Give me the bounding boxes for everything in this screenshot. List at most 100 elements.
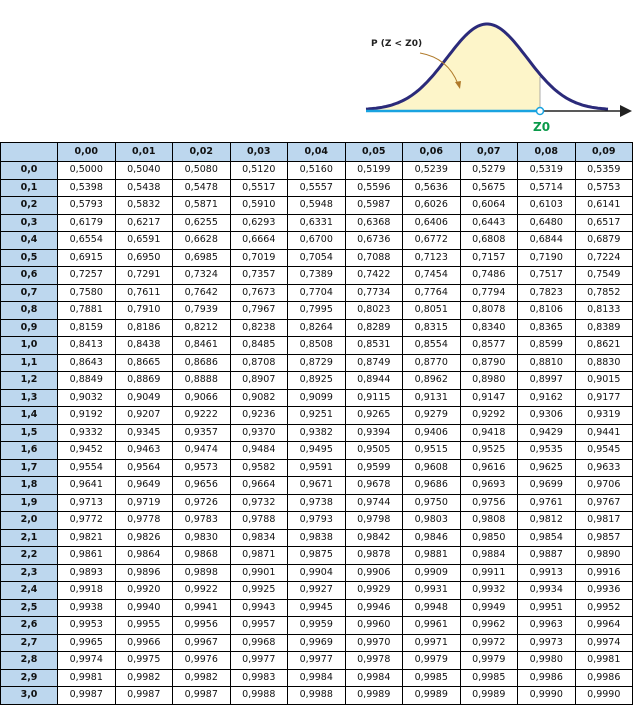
table-cell: 0,9699 bbox=[517, 476, 576, 495]
table-cell: 0,9972 bbox=[459, 633, 518, 652]
table-cell: 0,8925 bbox=[287, 371, 346, 390]
table-cell: 0,9927 bbox=[287, 581, 346, 600]
table-cell: 0,6736 bbox=[344, 231, 403, 250]
table-cell: 0,9761 bbox=[517, 493, 576, 512]
table-row: 0,1 0,5398 0,5438 0,5478 0,5517 0,5557 0,5596 0… bbox=[0, 178, 633, 197]
table-cell: 0,6591 bbox=[114, 231, 173, 250]
table-cell: 0,8849 bbox=[57, 371, 116, 390]
table-cell: 0,9981 bbox=[57, 668, 116, 687]
table-cell: 0,5596 bbox=[344, 178, 403, 197]
table-cell: 0,6103 bbox=[517, 196, 576, 215]
table-cell: 0,9406 bbox=[402, 423, 461, 442]
table-row: 2,8 0,9974 0,9975 0,9976 0,9977 0,9977 0,9978 0… bbox=[0, 651, 633, 670]
table-row: 0,6 0,7257 0,7291 0,7324 0,7357 0,7389 0,7422 0… bbox=[0, 266, 633, 285]
table-cell: 0,8340 bbox=[459, 318, 518, 337]
table-cell: 0,7324 bbox=[172, 266, 231, 285]
table-cell: 0,6628 bbox=[172, 231, 231, 250]
probability-label: P (Z < Z0) bbox=[371, 39, 422, 49]
table-cell: 0,9767 bbox=[574, 493, 633, 512]
row-header: 2,1 bbox=[0, 528, 58, 547]
table-row: 0,0 0,5000 0,5040 0,5080 0,5120 0,5160 0,5199 0… bbox=[0, 161, 633, 180]
table-cell: 0,9982 bbox=[172, 668, 231, 687]
table-cell: 0,7291 bbox=[114, 266, 173, 285]
table-cell: 0,8238 bbox=[229, 318, 288, 337]
table-row: 1,9 0,9713 0,9719 0,9726 0,9732 0,9738 0,9744 0… bbox=[0, 493, 633, 512]
table-cell: 0,7642 bbox=[172, 283, 231, 302]
table-cell: 0,9913 bbox=[517, 563, 576, 582]
table-cell: 0,9878 bbox=[344, 546, 403, 565]
table-cell: 0,8621 bbox=[574, 336, 633, 355]
column-header: 0,03 bbox=[229, 142, 288, 162]
table-cell: 0,9505 bbox=[344, 441, 403, 460]
table-cell: 0,9803 bbox=[402, 511, 461, 530]
table-cell: 0,9783 bbox=[172, 511, 231, 530]
table-cell: 0,9985 bbox=[459, 668, 518, 687]
table-row: 0,9 0,8159 0,8186 0,8212 0,8238 0,8264 0,8289 0… bbox=[0, 318, 633, 337]
table-cell: 0,9940 bbox=[114, 598, 173, 617]
x-axis-arrow-icon bbox=[620, 105, 632, 117]
column-header-row: 0,00 0,01 0,02 0,03 0,04 0,05 0,06 0,07 0,08 0,09 bbox=[0, 142, 633, 162]
table-cell: 0,9279 bbox=[402, 406, 461, 425]
table-cell: 0,5359 bbox=[574, 161, 633, 180]
table-cell: 0,6443 bbox=[459, 213, 518, 232]
table-cell: 0,9582 bbox=[229, 458, 288, 477]
table-cell: 0,8770 bbox=[402, 353, 461, 372]
table-cell: 0,6217 bbox=[114, 213, 173, 232]
table-cell: 0,9474 bbox=[172, 441, 231, 460]
table-cell: 0,5987 bbox=[344, 196, 403, 215]
table-cell: 0,8643 bbox=[57, 353, 116, 372]
table-cell: 0,9713 bbox=[57, 493, 116, 512]
table-cell: 0,9977 bbox=[287, 651, 346, 670]
table-cell: 0,8289 bbox=[344, 318, 403, 337]
table-cell: 0,9649 bbox=[114, 476, 173, 495]
table-cell: 0,9987 bbox=[172, 686, 231, 705]
column-header: 0,08 bbox=[517, 142, 576, 162]
table-cell: 0,7357 bbox=[229, 266, 288, 285]
table-cell: 0,7734 bbox=[344, 283, 403, 302]
table-cell: 0,9429 bbox=[517, 423, 576, 442]
normal-curve-figure: P (Z < Z0) Z0 bbox=[365, 22, 632, 134]
column-header: 0,09 bbox=[574, 142, 633, 162]
standard-normal-table: 0,00 0,01 0,02 0,03 0,04 0,05 0,06 0,07 0,08 0,09… bbox=[0, 142, 633, 705]
table-cell: 0,9850 bbox=[459, 528, 518, 547]
table-cell: 0,5398 bbox=[57, 178, 116, 197]
table-cell: 0,9977 bbox=[229, 651, 288, 670]
table-cell: 0,9641 bbox=[57, 476, 116, 495]
table-cell: 0,8212 bbox=[172, 318, 231, 337]
table-cell: 0,9857 bbox=[574, 528, 633, 547]
table-cell: 0,9838 bbox=[287, 528, 346, 547]
table-cell: 0,9962 bbox=[459, 616, 518, 635]
table-cell: 0,6141 bbox=[574, 196, 633, 215]
row-header: 1,1 bbox=[0, 353, 58, 372]
table-cell: 0,9861 bbox=[57, 546, 116, 565]
table-cell: 0,8051 bbox=[402, 301, 461, 320]
pointer-arrow-icon bbox=[419, 52, 459, 85]
table-cell: 0,9896 bbox=[114, 563, 173, 582]
table-cell: 0,9591 bbox=[287, 458, 346, 477]
table-cell: 0,7123 bbox=[402, 248, 461, 267]
row-header: 0,8 bbox=[0, 301, 58, 320]
table-cell: 0,5871 bbox=[172, 196, 231, 215]
table-cell: 0,9976 bbox=[172, 651, 231, 670]
row-header: 3,0 bbox=[0, 686, 58, 705]
table-cell: 0,9099 bbox=[287, 388, 346, 407]
row-header: 2,2 bbox=[0, 546, 58, 565]
table-cell: 0,8907 bbox=[229, 371, 288, 390]
table-cell: 0,6331 bbox=[287, 213, 346, 232]
table-cell: 0,7910 bbox=[114, 301, 173, 320]
table-cell: 0,9961 bbox=[402, 616, 461, 635]
table-cell: 0,5636 bbox=[402, 178, 461, 197]
row-header: 1,3 bbox=[0, 388, 58, 407]
row-header: 0,4 bbox=[0, 231, 58, 250]
table-cell: 0,9633 bbox=[574, 458, 633, 477]
table-cell: 0,9554 bbox=[57, 458, 116, 477]
table-cell: 0,5793 bbox=[57, 196, 116, 215]
table-cell: 0,7852 bbox=[574, 283, 633, 302]
table-row: 0,2 0,5793 0,5832 0,5871 0,5910 0,5948 0,5987 0… bbox=[0, 196, 633, 215]
table-cell: 0,8869 bbox=[114, 371, 173, 390]
table-row: 0,3 0,6179 0,6217 0,6255 0,6293 0,6331 0,6368 0… bbox=[0, 213, 633, 232]
table-cell: 0,5000 bbox=[57, 161, 116, 180]
row-header: 1,5 bbox=[0, 423, 58, 442]
table-cell: 0,8962 bbox=[402, 371, 461, 390]
row-header: 0,1 bbox=[0, 178, 58, 197]
